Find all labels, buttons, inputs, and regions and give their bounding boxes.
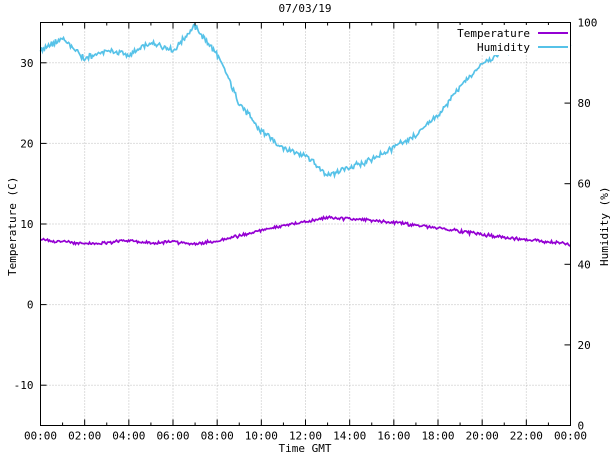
legend-label-humidity: Humidity bbox=[477, 40, 530, 54]
x-tick-label: 02:00 bbox=[68, 430, 101, 443]
chart-title: 07/03/19 bbox=[278, 2, 332, 15]
y-right-tick-label: 80 bbox=[578, 97, 591, 110]
legend-item-temperature: Temperature bbox=[457, 26, 568, 40]
y-left-tick-label: 0 bbox=[27, 299, 34, 312]
y-right-tick-label: 60 bbox=[578, 178, 591, 191]
humidity-line bbox=[39, 22, 572, 180]
x-tick-label: 04:00 bbox=[112, 430, 145, 443]
y-left-tick-label: 20 bbox=[20, 137, 33, 150]
legend-label-temperature: Temperature bbox=[457, 26, 530, 40]
temperature-line bbox=[40, 215, 571, 247]
y-left-tick-label: -10 bbox=[14, 379, 34, 392]
x-tick-label: 20:00 bbox=[466, 430, 499, 443]
y-right-tick-label: 100 bbox=[578, 17, 598, 30]
left-y-axis-label: Temperature (C) bbox=[6, 176, 19, 276]
x-tick-label: 18:00 bbox=[421, 430, 454, 443]
y-right-tick-label: 20 bbox=[578, 339, 591, 352]
x-tick-label: 22:00 bbox=[510, 430, 543, 443]
x-tick-label: 12:00 bbox=[289, 430, 322, 443]
right-y-axis-label: Humidity (%) bbox=[598, 186, 611, 266]
x-tick-label: 06:00 bbox=[156, 430, 189, 443]
temperature-line-swatch bbox=[538, 32, 568, 34]
y-left-tick-label: 10 bbox=[20, 218, 33, 231]
x-tick-label: 00:00 bbox=[554, 430, 587, 443]
x-tick-label: 08:00 bbox=[201, 430, 234, 443]
y-right-tick-label: 40 bbox=[578, 258, 591, 271]
x-axis-label: Time GMT bbox=[278, 442, 332, 455]
legend: Temperature Humidity bbox=[455, 25, 570, 55]
x-tick-label: 16:00 bbox=[377, 430, 410, 443]
legend-item-humidity: Humidity bbox=[457, 40, 568, 54]
x-tick-label: 14:00 bbox=[333, 430, 366, 443]
humidity-line-swatch bbox=[538, 46, 568, 48]
x-tick-label: 00:00 bbox=[24, 430, 57, 443]
y-right-tick-label: 0 bbox=[578, 420, 585, 433]
y-left-tick-label: 30 bbox=[20, 57, 33, 70]
x-tick-label: 10:00 bbox=[245, 430, 278, 443]
